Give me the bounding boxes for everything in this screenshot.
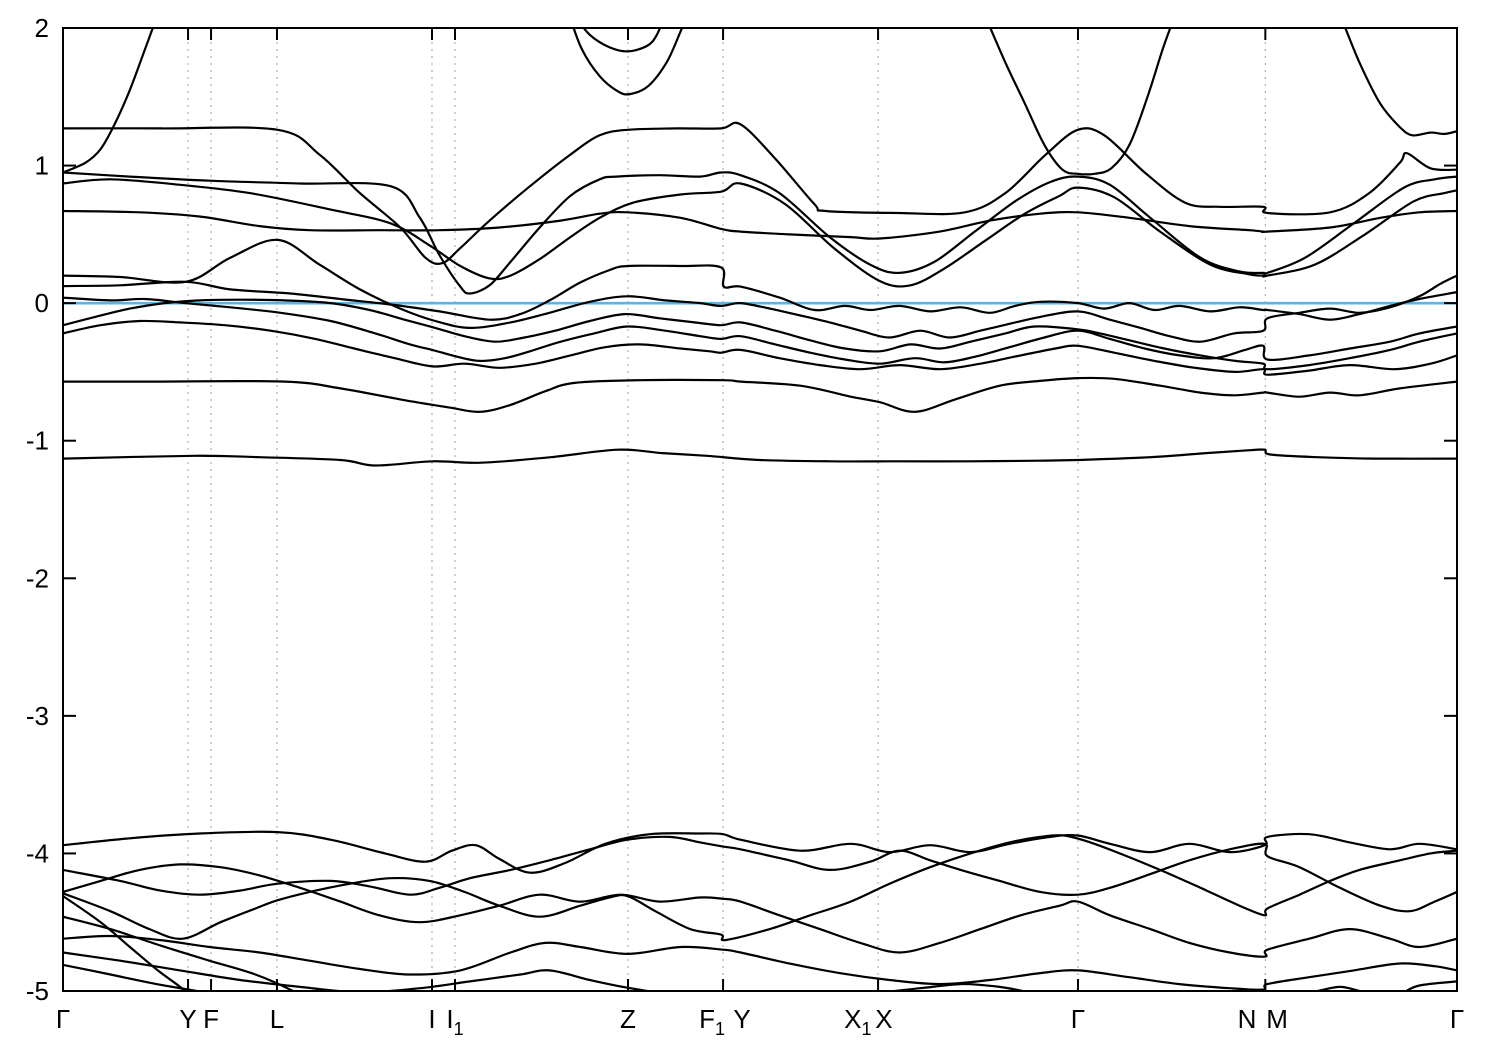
band-line-band-u4 [63, 209, 1457, 240]
band-line-band-u3 [63, 178, 1457, 288]
band-line-cond-steep-gamma-left [63, 28, 154, 174]
x-kpoint-label: Y [179, 1004, 196, 1034]
y-tick-label: -4 [26, 838, 49, 868]
band-line-cond-parabola-z-outer [572, 28, 684, 96]
band-layer [63, 28, 1457, 991]
y-tick-label: 1 [35, 151, 49, 181]
plot-frame [62, 27, 1458, 992]
band-line-band-w8 [63, 951, 1457, 991]
x-kpoint-label: M [1266, 1004, 1288, 1034]
band-line-band-w6-descender [63, 915, 296, 991]
y-tick-label: 2 [35, 13, 49, 43]
y-tick-label: -5 [26, 976, 49, 1006]
band-line-band-f2 [63, 264, 1457, 321]
x-kpoint-label: Γ [56, 1004, 70, 1034]
band-line-band-u2 [63, 171, 1457, 295]
band-line-cond-steep-right-edge [1344, 28, 1457, 137]
x-kpoint-label: Γ [1071, 1004, 1085, 1034]
band-line-band-w9-descender [63, 963, 204, 991]
y-tick-label: -2 [26, 563, 49, 593]
x-kpoint-label: Y [733, 1004, 750, 1034]
gridline-layer [63, 28, 1457, 991]
x-kpoint-label: I1 [446, 1004, 463, 1039]
x-kpoint-label: I [428, 1004, 435, 1034]
x-kpoint-label: Γ [1450, 1004, 1464, 1034]
band-line-band-u1 [63, 121, 1457, 265]
band-line-band-w2 [63, 835, 1457, 913]
band-line-band-m1 [63, 376, 1457, 413]
y-tick-label: 0 [35, 288, 49, 318]
band-line-cond-parabola-z-inner [582, 28, 662, 53]
x-kpoint-label: Z [620, 1004, 636, 1034]
band-line-band-f4 [63, 298, 1457, 371]
band-line-band-m2 [63, 448, 1457, 467]
x-kpoint-label: X1 [844, 1004, 871, 1039]
y-tick-label: -1 [26, 426, 49, 456]
band-line-band-w5-descender [63, 895, 187, 991]
band-line-band-f1 [63, 238, 1457, 343]
band-line-band-f5 [63, 319, 1457, 376]
x-kpoint-label: F [203, 1004, 219, 1034]
x-kpoint-label: X [875, 1004, 892, 1034]
band-line-cond-u-gamma-right [989, 28, 1172, 176]
band-line-band-w4 [63, 863, 1457, 958]
x-kpoint-label: N [1238, 1004, 1257, 1034]
x-kpoint-label: F1 [699, 1004, 725, 1039]
x-kpoint-label: L [270, 1004, 284, 1034]
band-line-band-w1 [63, 830, 1457, 874]
band-line-band-f3 [63, 296, 1457, 365]
y-tick-label: -3 [26, 701, 49, 731]
